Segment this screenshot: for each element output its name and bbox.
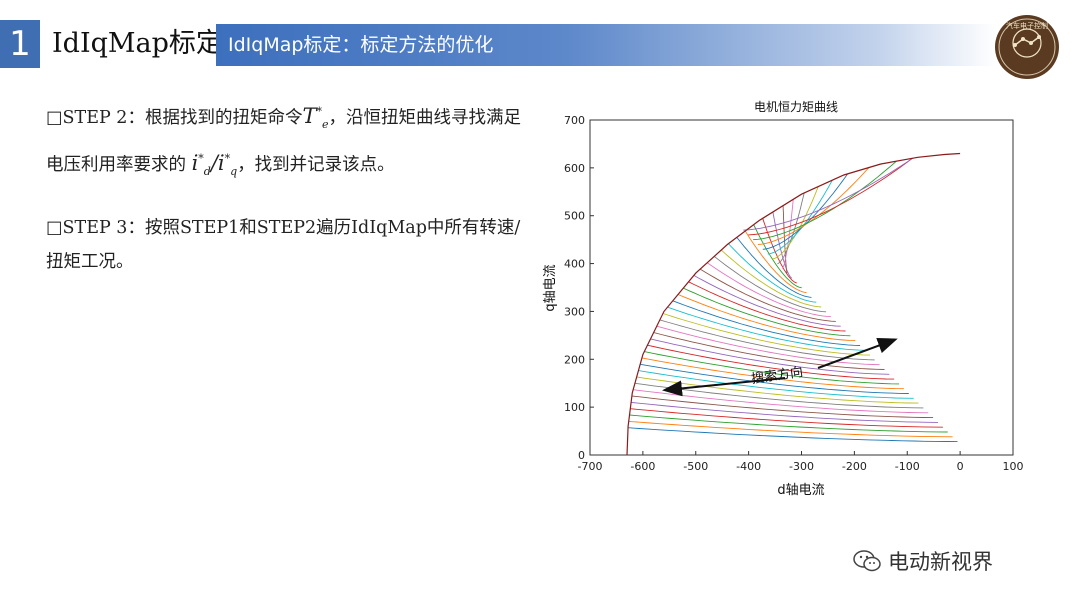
torque-curve xyxy=(713,256,827,313)
section-title: IdIqMap标定 xyxy=(52,28,223,59)
current-ratio: i*d/i*q xyxy=(191,151,238,179)
y-tick-label: 0 xyxy=(578,449,585,462)
torque-curve xyxy=(772,211,793,279)
y-tick-label: 400 xyxy=(564,258,585,271)
torque-curve xyxy=(736,237,812,298)
torque-curve xyxy=(628,420,953,438)
search-direction-arrow-right xyxy=(817,338,898,369)
torque-curve xyxy=(683,287,851,337)
torque-curve xyxy=(629,414,948,433)
x-axis-label: d轴电流 xyxy=(777,483,824,498)
x-tick-label: -700 xyxy=(578,460,603,473)
torque-curve xyxy=(720,249,822,308)
logo-text: 汽车电子控制 xyxy=(1006,21,1048,30)
torque-curve xyxy=(699,268,836,322)
torque-curve xyxy=(672,300,861,346)
torque-curve-chart: 电机恒力矩曲线 -700 -600 -500 -400 -300 -200 -100 0 100… xyxy=(543,100,1024,498)
torque-curve xyxy=(757,167,870,245)
torque-letter: T xyxy=(302,104,317,128)
voltage-limit-curve xyxy=(626,152,961,456)
x-tick-label: -100 xyxy=(895,460,920,473)
torque-curve xyxy=(640,363,909,394)
torque-curve xyxy=(653,332,885,370)
x-tick-label: -600 xyxy=(630,460,655,473)
step2-prefix: □STEP 2：根据找到的扭矩命令 xyxy=(46,108,303,128)
y-tick-label: 700 xyxy=(564,114,585,127)
watermark-text: 电动新视界 xyxy=(888,550,993,574)
torque-curve xyxy=(647,344,895,380)
iq-sub: q xyxy=(230,165,238,179)
torque-symbol: T*e xyxy=(302,104,329,132)
step2-suffix: ，找到并记录该点。 xyxy=(237,155,395,176)
y-tick-label: 300 xyxy=(564,305,585,318)
watermark: 电动新视界 xyxy=(852,546,993,576)
x-tick-label: -200 xyxy=(842,460,867,473)
x-tick-label: -400 xyxy=(736,460,761,473)
step3-paragraph: □STEP 3：按照STEP1和STEP2遍历IdIqMap中所有转速/扭矩工况… xyxy=(46,218,521,272)
id-star: * xyxy=(198,152,204,166)
chart-title: 电机恒力矩曲线 xyxy=(754,100,838,114)
torque-curve xyxy=(667,306,866,351)
torque-curve xyxy=(656,325,880,366)
step2-paragraph: □STEP 2：根据找到的扭矩命令T*e，沿恒扭矩曲线寻找满足电压利用率要求的 … xyxy=(46,95,526,189)
torque-curve xyxy=(753,160,897,241)
torque-curve xyxy=(748,157,913,236)
torque-curve xyxy=(743,157,913,231)
title-banner: IdIqMap标定：标定方法的优化 xyxy=(216,24,996,66)
y-tick-label: 600 xyxy=(564,162,585,175)
torque-curve xyxy=(767,180,833,255)
x-tick-label: -300 xyxy=(789,460,814,473)
torque-curve xyxy=(753,224,802,289)
torque-curve xyxy=(636,376,919,404)
wechat-icon xyxy=(853,550,881,572)
y-tick-label: 500 xyxy=(564,210,585,223)
step2-mid: ，沿恒扭矩曲线寻找满足电压利用率要求的 xyxy=(46,108,521,176)
x-tick-label: 100 xyxy=(1003,460,1024,473)
torque-curve xyxy=(644,351,900,385)
id-sub: d xyxy=(203,165,211,179)
y-axis-label: q轴电流 xyxy=(543,264,558,311)
iq-letter: i xyxy=(217,151,225,176)
search-direction-arrow-left xyxy=(662,377,786,397)
x-tick-label: -500 xyxy=(683,460,708,473)
x-tick-label: 0 xyxy=(957,460,964,473)
torque-curve xyxy=(688,281,846,332)
search-direction-label: 搜索方向 xyxy=(750,364,804,387)
y-tick-label: 200 xyxy=(564,353,585,366)
torque-curve xyxy=(627,427,958,443)
banner-text: IdIqMap标定：标定方法的优化 xyxy=(228,34,494,56)
torque-curve xyxy=(659,319,875,361)
torque-curve xyxy=(706,262,831,318)
torque-curve xyxy=(631,395,934,419)
id-letter: i xyxy=(191,151,199,176)
y-tick-label: 100 xyxy=(564,401,585,414)
torque-curve xyxy=(744,230,807,294)
torque-curve xyxy=(630,408,943,428)
torque-curve xyxy=(677,294,856,342)
torque-curve xyxy=(631,401,939,423)
ratio-slash: / xyxy=(210,151,218,176)
torque-curve xyxy=(638,370,914,399)
torque-curve xyxy=(634,382,924,409)
axes-group: -700 -600 -500 -400 -300 -200 -100 0 100 0 100 200 3… xyxy=(564,114,1024,473)
torque-curve xyxy=(693,275,841,327)
torque-curve xyxy=(728,243,817,303)
torque-curve xyxy=(662,313,870,356)
section-number: 1 xyxy=(0,20,40,68)
iq-star: * xyxy=(224,152,231,166)
torque-star: * xyxy=(316,105,322,118)
torque-sub: e xyxy=(321,118,329,132)
brand-logo: 汽车电子控制 xyxy=(995,15,1059,79)
torque-curve xyxy=(650,338,890,375)
